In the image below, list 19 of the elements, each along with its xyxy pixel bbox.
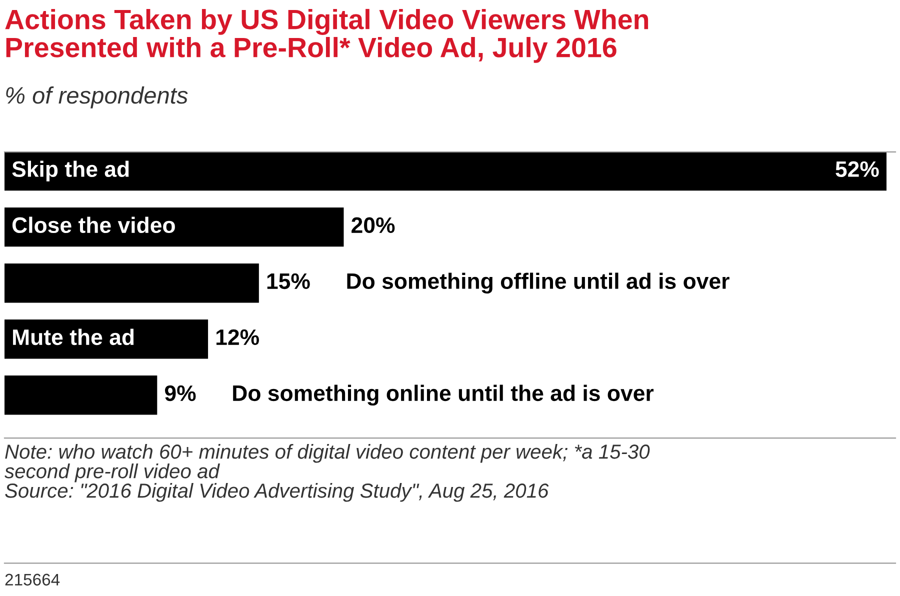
data-label: 15%: [267, 273, 310, 290]
data-label: 9%: [164, 385, 196, 402]
bar: [4, 151, 886, 191]
bar: [4, 320, 208, 359]
chart-subtitle: % of respondents: [6, 86, 188, 108]
bar: [4, 207, 344, 247]
data-label: 52%: [836, 161, 879, 178]
y-tick-label: Skip the ad: [12, 160, 129, 182]
bar: [4, 263, 259, 303]
bar: [4, 376, 158, 415]
data-label: 12%: [216, 329, 259, 346]
text: Note: who watch 60+ minutes of digital video content per week; *a 15-30 second pre-roll video ad Source: "2016 Digital Video Advertising Study", Aug 25, 2016: [4, 444, 650, 502]
chart-title: Actions Taken by US Digital Video Viewers When Presented with a Pre-Roll* Video Ad, July 2016: [5, 8, 648, 63]
y-tick-label: Mute the ad: [13, 328, 134, 346]
text: 215664: [5, 574, 60, 586]
y-tick-label: Do something online until the ad is over: [233, 384, 654, 406]
y-tick-label: Do something offline until ad is over: [347, 272, 730, 294]
y-tick-label: Close the video: [12, 216, 175, 234]
data-label: 20%: [352, 217, 395, 234]
